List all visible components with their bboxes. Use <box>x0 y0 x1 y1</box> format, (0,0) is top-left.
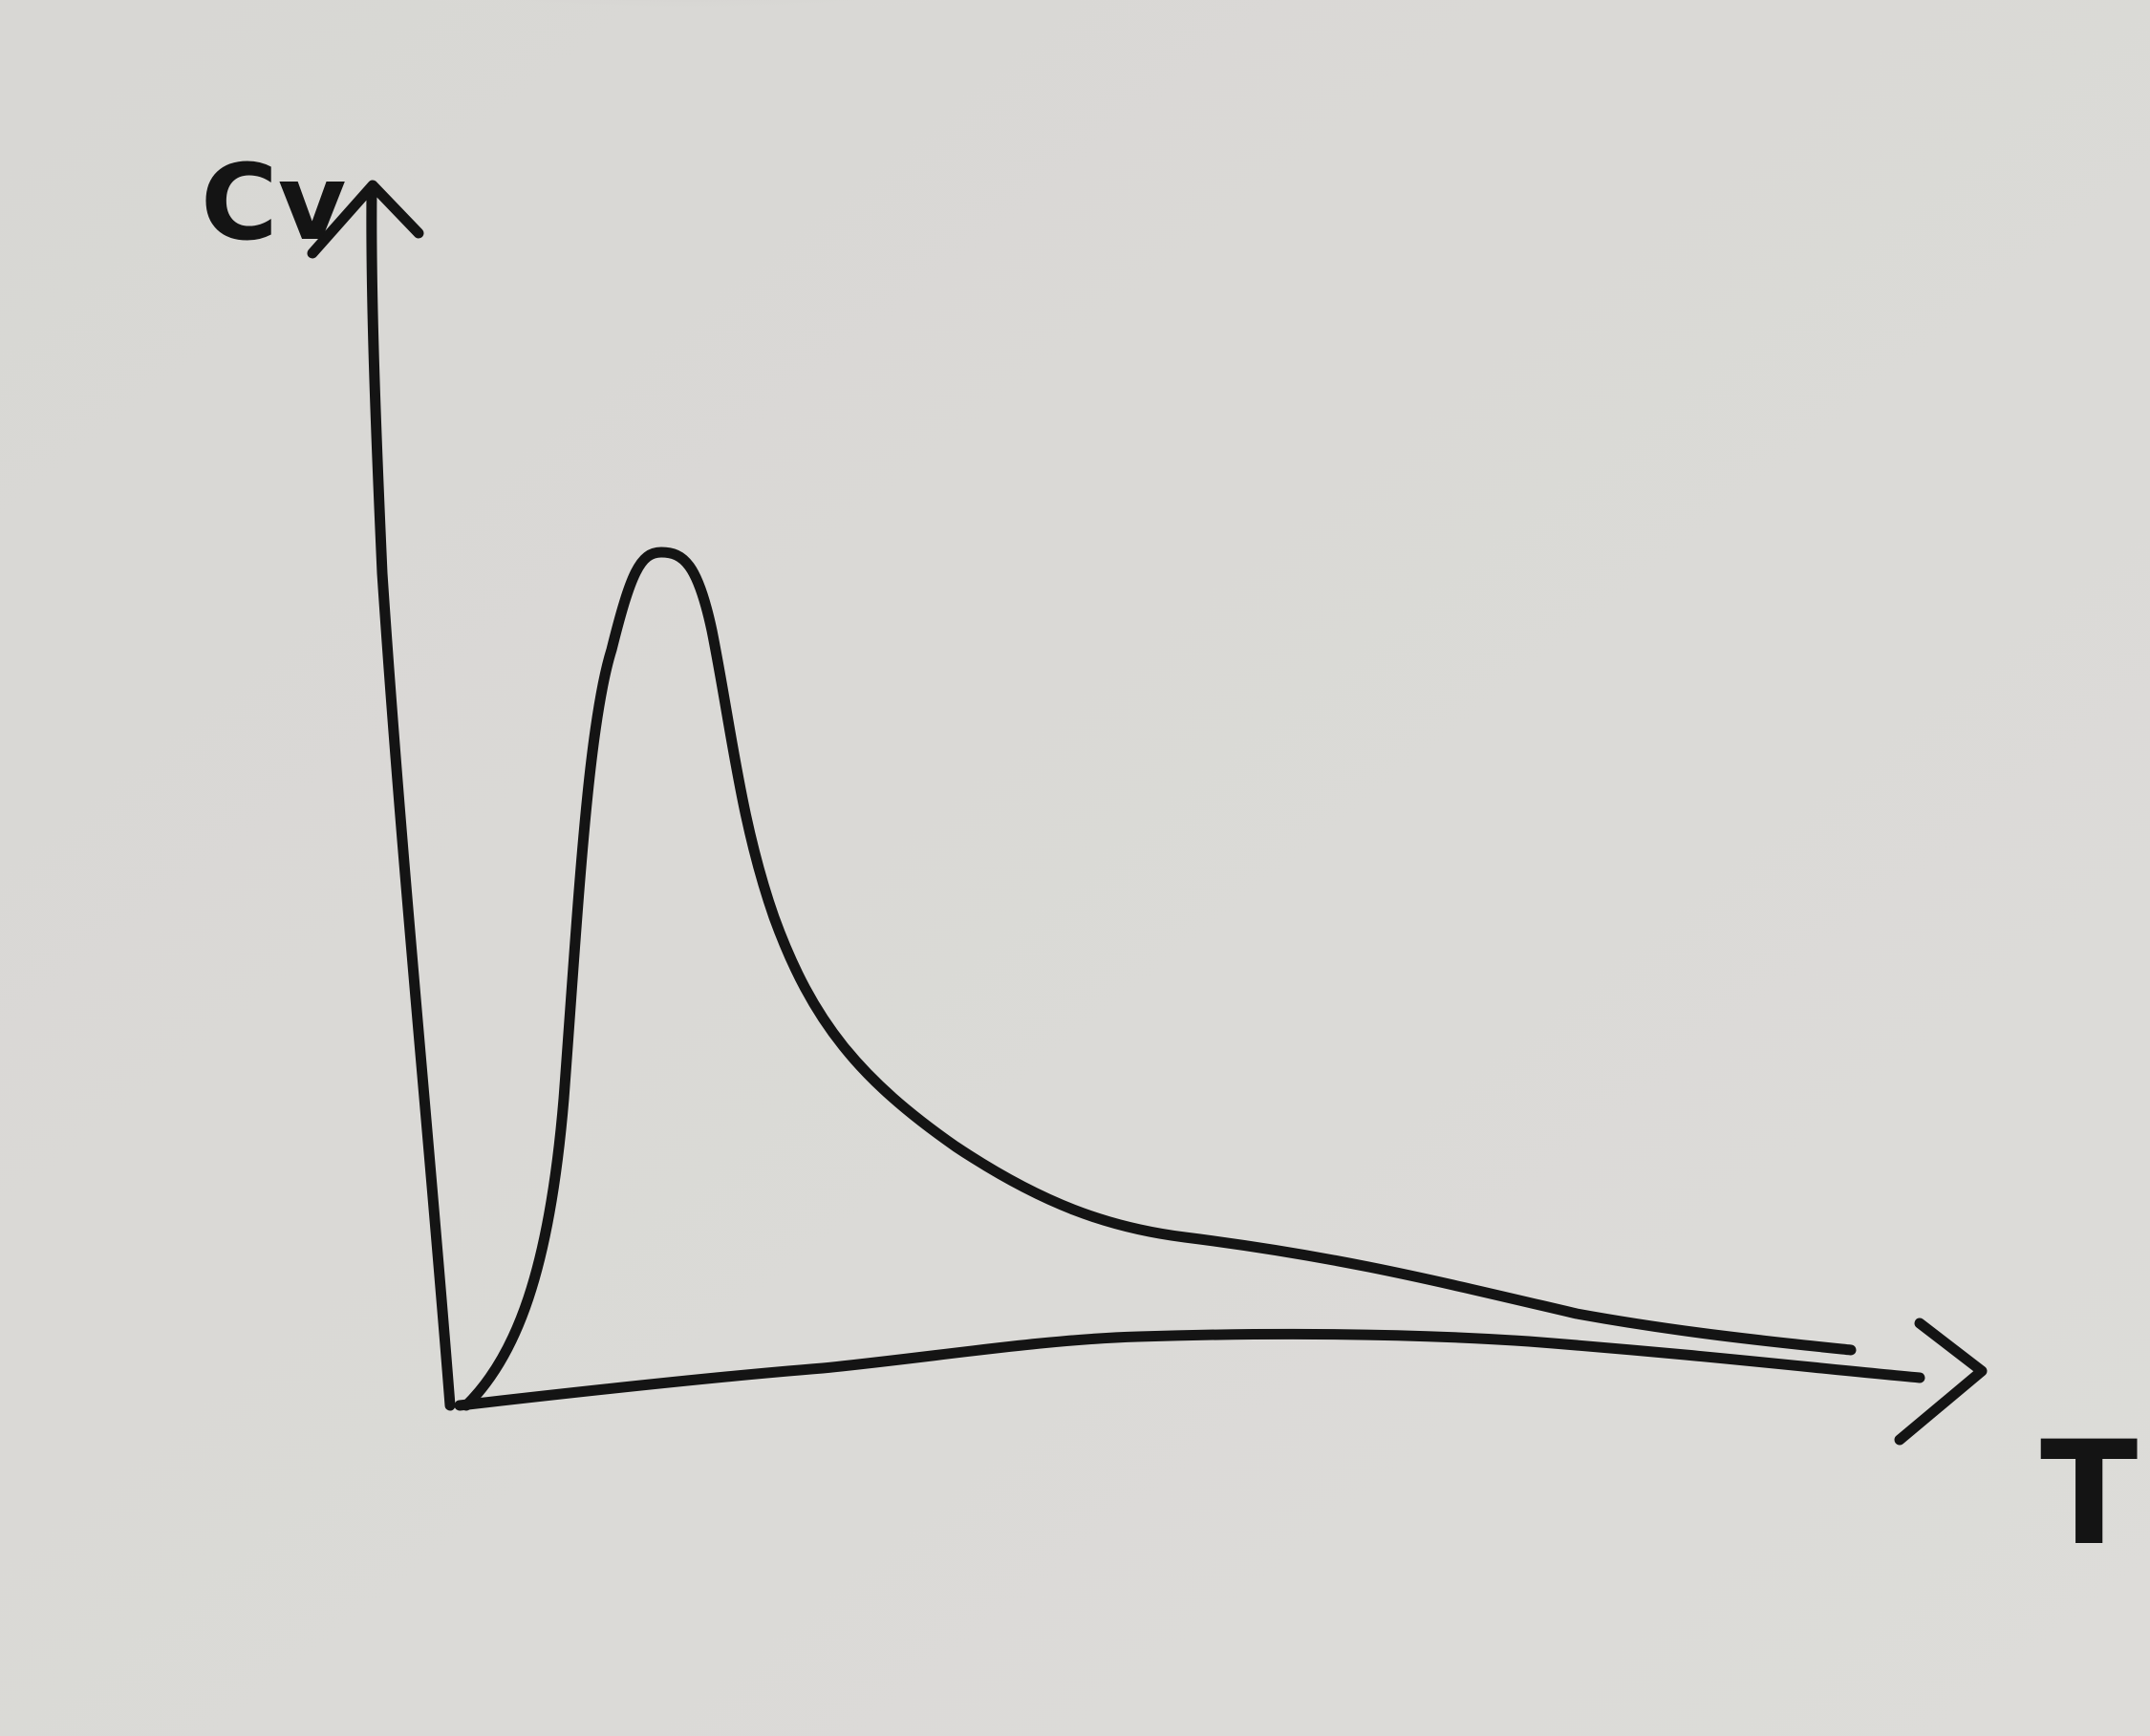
x-axis <box>454 1328 1925 1411</box>
y-axis <box>366 185 456 1411</box>
x-axis-label: T <box>2040 1411 2138 1577</box>
curve <box>461 547 1857 1411</box>
x-axis-arrow <box>1894 1318 1988 1446</box>
shadow <box>287 0 1089 67</box>
y-axis-label: Cv <box>201 141 346 264</box>
y-axis-arrow <box>307 180 424 259</box>
